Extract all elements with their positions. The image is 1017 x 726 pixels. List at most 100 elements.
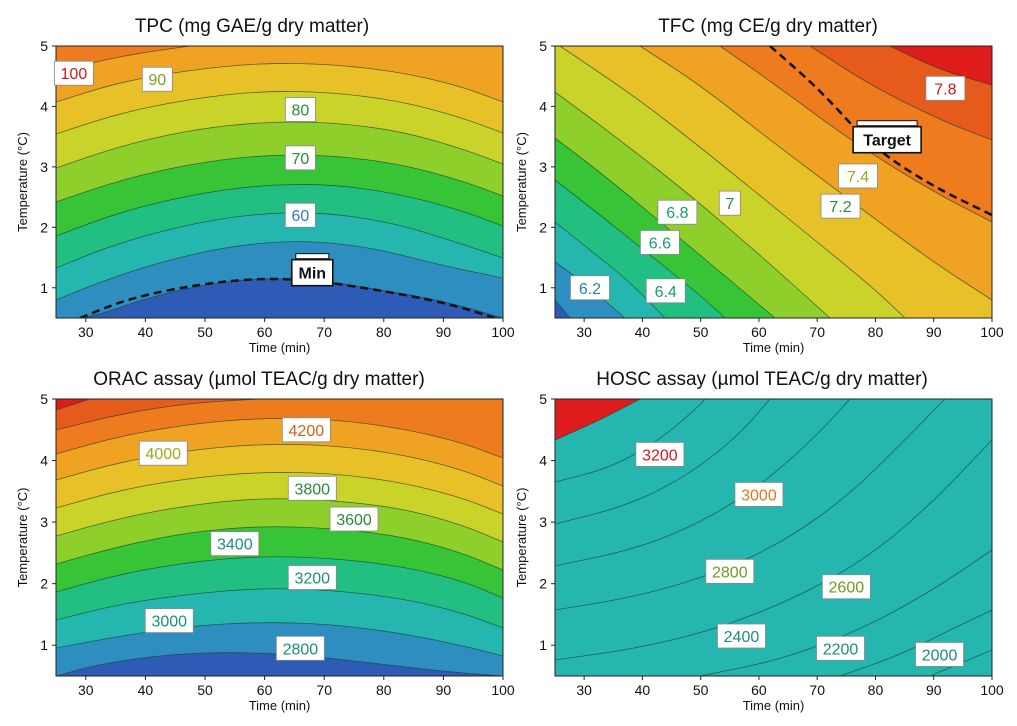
- contour-band-11: [890, 46, 992, 85]
- contour-label: 2200: [816, 635, 865, 661]
- contour-label: 3000: [734, 482, 784, 507]
- contour-label-text: 2800: [712, 564, 748, 581]
- contour-line-5: [555, 399, 946, 611]
- marker-flag: Min: [290, 253, 334, 287]
- contour-line-9: [555, 399, 641, 441]
- contour-label-box: [144, 608, 194, 633]
- contour-fill-bands: [56, 41, 503, 318]
- contour-label-box: [734, 482, 784, 507]
- y-tick-label: 5: [40, 38, 48, 54]
- contour-label: 3400: [210, 531, 260, 557]
- plot-frame: [554, 398, 993, 677]
- contour-label-text: 2400: [724, 629, 760, 646]
- contour-line-7: [56, 472, 503, 515]
- contour-label-text: 4000: [145, 446, 181, 463]
- contour-label-text: 4200: [289, 423, 325, 440]
- contour-label: 3000: [144, 608, 194, 633]
- contour-line-5: [56, 526, 503, 571]
- contour-label-text: 60: [291, 208, 309, 225]
- contour-label: 6.6: [639, 230, 680, 255]
- contour-label-box: [287, 475, 337, 501]
- contour-band-10: [56, 41, 503, 46]
- x-tick-label: 40: [138, 324, 154, 340]
- contour-panel-2: 30 40 50 60 70 80 90 100 1 2 3 4 5 TFC (mg CE/g dry m…: [514, 16, 1004, 355]
- contour-label: 6.2: [570, 275, 610, 301]
- y-tick-label: 2: [539, 576, 547, 592]
- contour-line-10: [809, 46, 992, 141]
- contour-line-3: [699, 549, 992, 676]
- contour-label-box: [329, 506, 379, 532]
- contour-label-text: 3400: [217, 537, 253, 554]
- contour-line-7: [559, 46, 906, 318]
- contour-label: 3200: [635, 441, 685, 467]
- x-tick-label: 70: [316, 682, 332, 698]
- y-tick-label: 4: [40, 453, 48, 469]
- contour-line-6: [555, 91, 831, 318]
- x-tick-label: 50: [693, 324, 709, 340]
- y-tick-label: 4: [40, 98, 48, 114]
- contour-label: 7.2: [820, 193, 861, 219]
- contour-label: 7.8: [925, 75, 966, 101]
- plot-frame: [55, 45, 504, 319]
- panel-title: HOSC assay (µmol TEAC/g dry matter): [596, 369, 928, 390]
- y-tick-label: 5: [40, 391, 48, 407]
- contour-line-8: [555, 399, 706, 483]
- marker-label: Target: [863, 133, 911, 150]
- contour-label-box: [281, 417, 331, 443]
- x-tick-label: 90: [926, 324, 942, 340]
- x-tick-label: 40: [138, 682, 154, 698]
- contour-label: 7.4: [838, 163, 878, 189]
- panel-title: TFC (mg CE/g dry matter): [658, 16, 878, 37]
- y-axis-label: Temperature (°C): [15, 488, 30, 588]
- y-axis-label: Temperature (°C): [15, 132, 30, 232]
- contour-label: 4000: [138, 440, 188, 466]
- x-tick-label: 50: [693, 682, 709, 698]
- contour-line-7: [555, 399, 771, 525]
- contour-label-box: [284, 97, 316, 122]
- x-tick-label: 80: [376, 324, 392, 340]
- contour-label: 60: [284, 202, 316, 228]
- contour-label-box: [820, 193, 861, 219]
- contour-band-9: [555, 399, 992, 676]
- x-tick-label: 100: [491, 682, 515, 698]
- contour-line-4: [56, 184, 503, 237]
- marker-flag: Target: [852, 120, 922, 154]
- contour-band-9: [56, 46, 190, 72]
- x-tick-label: 100: [980, 324, 1004, 340]
- contour-label-box: [645, 278, 686, 304]
- x-axis-label: Time (min): [249, 340, 311, 355]
- contour-label-text: 7.2: [829, 199, 851, 216]
- contour-panel-1: 30 40 50 60 70 80 90 100 1 2 3 4 5 TPC (mg GAE/g dry …: [15, 16, 515, 355]
- contour-label-box: [717, 623, 766, 649]
- contour-line-1: [56, 652, 503, 676]
- contour-label-box: [570, 275, 610, 301]
- x-tick-label: 30: [576, 682, 592, 698]
- contour-label-text: 80: [291, 102, 309, 119]
- contour-line-11: [56, 399, 91, 411]
- contour-label-text: 2800: [283, 641, 319, 658]
- contour-label: 100: [53, 60, 94, 86]
- y-tick-label: 2: [40, 219, 48, 235]
- x-tick-label: 80: [868, 682, 884, 698]
- contour-label-text: 6.6: [649, 235, 671, 252]
- y-tick-label: 5: [539, 391, 547, 407]
- marker-flag-tab: [295, 253, 330, 260]
- contour-panel-4: 30 40 50 60 70 80 90 100 1 2 3 4 5 HOSC assay (µmol T…: [514, 369, 1004, 713]
- contour-label-box: [925, 75, 966, 101]
- contour-label: 2800: [705, 558, 755, 584]
- contour-label-text: 7: [725, 196, 734, 213]
- contour-label: 2600: [821, 574, 871, 600]
- x-tick-label: 90: [926, 682, 942, 698]
- x-tick-label: 60: [751, 682, 767, 698]
- contour-line-4: [555, 179, 726, 318]
- y-tick-label: 4: [539, 98, 547, 114]
- contour-label: 7: [718, 190, 741, 216]
- y-axis-label: Temperature (°C): [514, 132, 529, 232]
- y-tick-label: 3: [539, 514, 547, 530]
- y-tick-label: 2: [539, 219, 547, 235]
- contour-label-text: 7.8: [934, 81, 956, 98]
- y-tick-label: 1: [40, 637, 48, 653]
- contour-label-box: [635, 441, 685, 467]
- x-tick-label: 50: [197, 324, 213, 340]
